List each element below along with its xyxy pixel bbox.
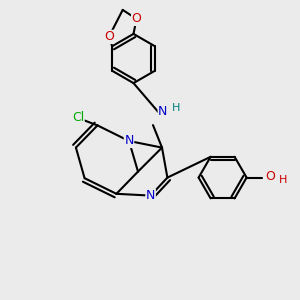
Text: H: H [279,175,287,185]
Text: N: N [158,105,168,118]
Text: O: O [104,30,114,44]
Text: O: O [132,12,141,26]
Text: H: H [172,103,180,113]
Text: Cl: Cl [72,111,84,124]
Text: N: N [124,134,134,148]
Text: N: N [146,189,155,202]
Text: O: O [265,169,275,183]
